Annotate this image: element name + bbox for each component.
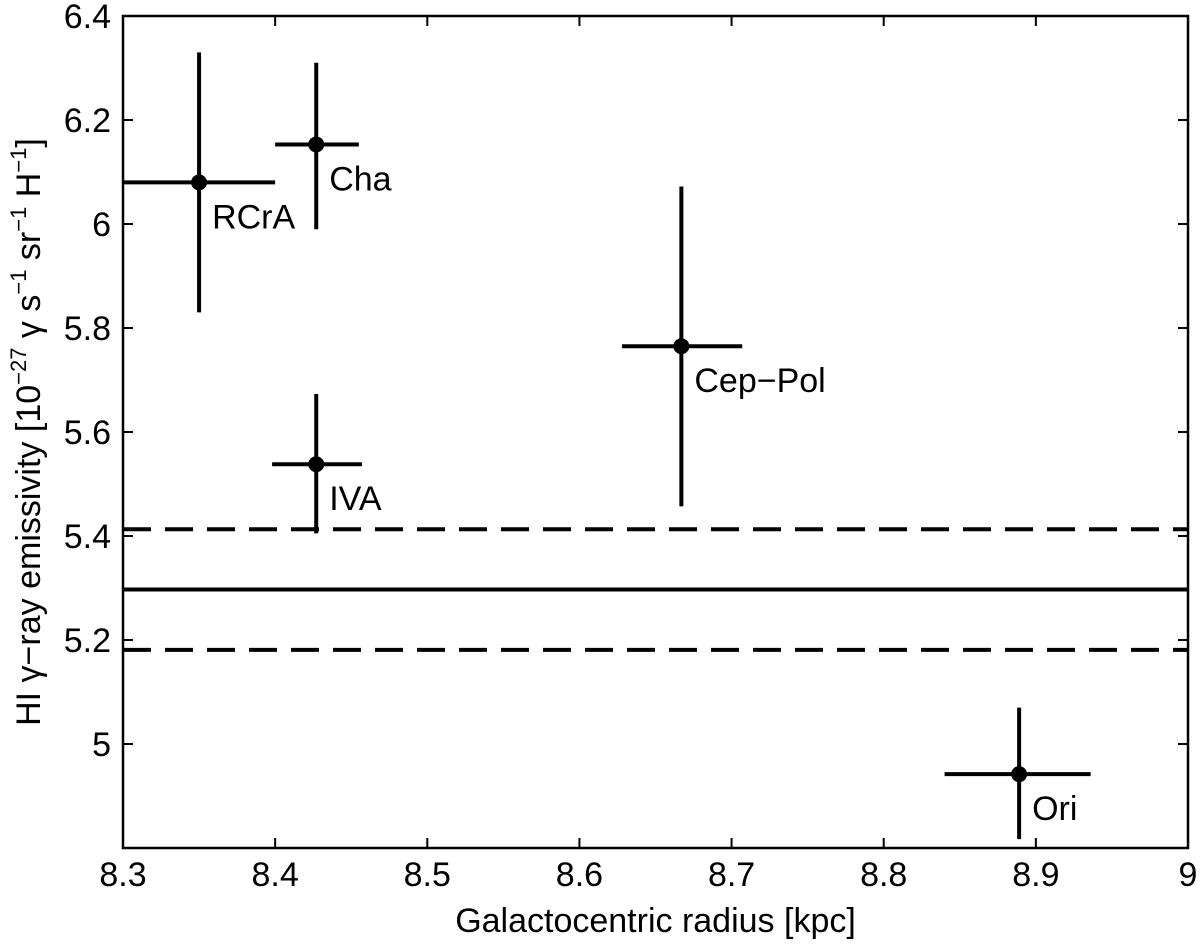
y-tick-label: 5.8 [64,310,111,348]
x-tick-label: 8.6 [556,856,603,894]
y-axis-label-exp2: −1 [6,270,31,295]
point-label-ori: Ori [1032,790,1077,828]
y-axis: 5 5.2 5.4 5.6 5.8 6 6.2 6.4 [64,0,1188,764]
point-label-iva: IVA [329,480,382,518]
plot-frame [121,14,1190,850]
y-axis-label-exp4: −1 [6,148,31,173]
y-axis-label: HI γ−ray emissivity [10−27 γ s−1 sr−1 H−… [6,138,48,726]
plot-area: RCrA Cha Cep−Pol IVA Ori [123,52,1188,840]
y-axis-label-mid1: γ s [10,295,48,348]
y-axis-label-exp3: −1 [6,207,31,232]
x-tick-label: 8.9 [1012,856,1059,894]
y-tick-label: 6.2 [64,102,111,140]
y-axis-label-prefix: HI γ−ray emissivity [10 [10,385,48,726]
x-tick-label: 8.7 [708,856,755,894]
y-tick-label: 6 [92,206,111,244]
x-axis: 8.3 8.4 8.5 8.6 8.7 8.8 8.9 9 [99,16,1197,894]
x-tick-label: 8.4 [252,856,299,894]
y-tick-label: 5 [92,726,111,764]
x-tick-label: 9 [1179,856,1198,894]
point-label-cha: Cha [329,160,391,198]
point-label-cep-pol: Cep−Pol [694,362,825,400]
y-axis-label-exp1: −27 [6,348,31,385]
point-label-rcra: RCrA [212,198,295,236]
x-tick-label: 8.5 [404,856,451,894]
y-tick-label: 5.4 [64,518,111,556]
x-axis-label: Galactocentric radius [kpc] [455,902,856,940]
data-point-cha [308,136,325,153]
y-axis-label-mid3: H [10,173,48,207]
data-point-ori [1011,766,1028,783]
data-point-cep-pol [673,338,690,355]
y-axis-label-mid2: sr [10,232,48,270]
y-tick-label: 5.6 [64,414,111,452]
x-tick-label: 8.8 [860,856,907,894]
data-point-rcra [191,174,208,191]
y-axis-label-suffix: ] [10,138,48,147]
y-tick-label: 6.4 [64,0,111,36]
x-tick-label: 8.3 [99,856,146,894]
data-point-iva [308,456,325,473]
y-tick-label: 5.2 [64,622,111,660]
